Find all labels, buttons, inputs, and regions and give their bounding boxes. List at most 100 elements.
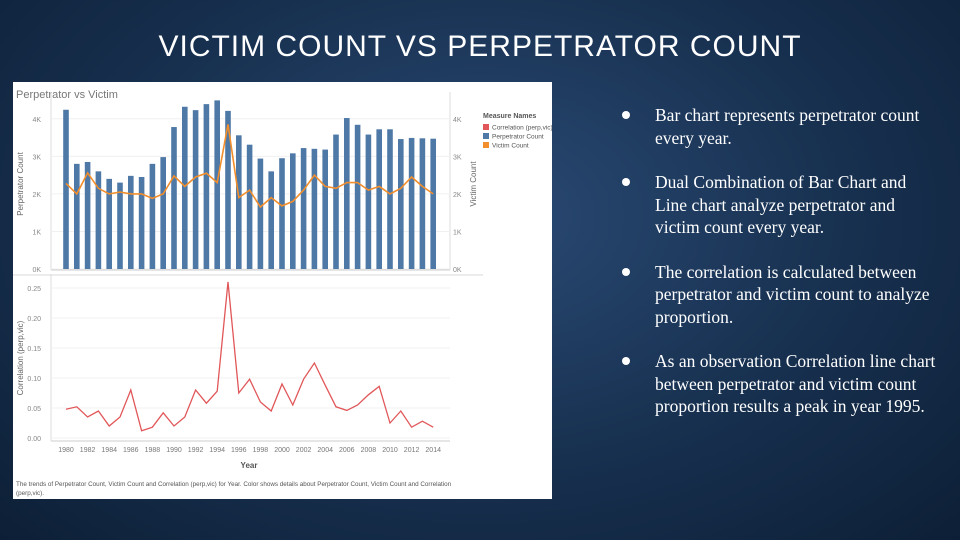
perpetrator-bar [128, 175, 134, 269]
x-tick-label: 1986 [123, 447, 139, 454]
perpetrator-bar [84, 161, 91, 269]
perpetrator-bar [63, 109, 69, 270]
bullet-text: The correlation is calculated between pe… [655, 261, 930, 327]
top-y-tick-label: 3K [32, 154, 41, 161]
legend-swatch [483, 142, 489, 148]
bullet-item: Bar chart represents perpetrator count e… [622, 104, 942, 149]
perpetrator-bar [419, 138, 426, 269]
chart-caption: The trends of Perpetrator Count, Victim … [16, 481, 452, 497]
x-tick-label: 1998 [253, 447, 269, 454]
perpetrator-bar [376, 129, 382, 269]
chart-panel: Perpetrator vs Victim 0K 0K 1K 1K 2K 2K 3K 3K 4K 4… [13, 82, 552, 499]
perpetrator-bar [74, 163, 80, 269]
perpetrator-bar [322, 149, 328, 269]
top-y2-tick-label: 2K [453, 192, 462, 199]
x-tick-label: 2012 [404, 447, 420, 454]
perpetrator-bar [408, 137, 415, 269]
perpetrator-bar [311, 148, 318, 269]
bullet-dot-icon [622, 267, 630, 276]
legend-item-label: Correlation (perp,vic) [492, 125, 552, 132]
bottom-y-tick-label: 0.00 [27, 436, 41, 443]
perpetrator-bar [354, 124, 361, 269]
perpetrator-bar [365, 134, 372, 269]
bullet-dot-icon [622, 357, 630, 365]
perpetrator-bar [398, 139, 404, 269]
bottom-y-tick-label: 0.20 [27, 316, 41, 323]
bullet-list: Bar chart represents perpetrator count e… [622, 104, 942, 440]
perpetrator-bar [138, 176, 145, 269]
x-tick-label: 1982 [80, 447, 96, 454]
x-tick-label: 1984 [101, 447, 117, 454]
perpetrator-bar [290, 153, 296, 269]
x-tick-label: 2000 [274, 447, 290, 454]
bottom-y-tick-label: 0.15 [27, 346, 41, 353]
perpetrator-bar [246, 144, 253, 269]
x-tick-label: 1996 [231, 447, 247, 454]
perpetrator-bar [225, 110, 231, 269]
perpetrator-bar [268, 171, 274, 269]
top-y2-tick-label: 3K [453, 154, 462, 161]
x-tick-label: 1992 [188, 447, 204, 454]
legend-swatch [483, 124, 489, 130]
x-tick-label: 1988 [145, 447, 161, 454]
dual-chart: Perpetrator vs Victim 0K 0K 1K 1K 2K 2K 3K 3K 4K 4… [13, 89, 552, 497]
top-y2-tick-label: 4K [453, 117, 462, 124]
slide-title: Victim Count vs Perpetrator Count [158, 30, 802, 63]
x-tick-label: 2004 [317, 447, 333, 454]
perpetrator-bar [279, 158, 285, 269]
legend-item-label: Victim Count [492, 143, 529, 150]
top-y2-tick-label: 0K [453, 267, 462, 274]
legend-title: Measure Names [483, 113, 536, 120]
perpetrator-bar [192, 110, 199, 269]
bullet-text: Bar chart represents perpetrator count e… [655, 105, 920, 148]
bullet-item: As an observation Correlation line chart… [622, 350, 942, 418]
perpetrator-bar [333, 134, 339, 269]
x-tick-label: 1990 [166, 447, 182, 454]
bullet-item: Dual Combination of Bar Chart and Line c… [622, 171, 942, 239]
legend-item-label: Perpetrator Count [492, 134, 544, 141]
perpetrator-bar [236, 135, 242, 269]
perpetrator-bar [117, 182, 123, 269]
x-tick-label: 2014 [425, 447, 441, 454]
top-y-tick-label: 1K [32, 229, 41, 236]
perpetrator-bar [171, 127, 177, 269]
perpetrator-bar [160, 157, 166, 269]
bullet-dot-icon [622, 111, 630, 119]
perpetrator-bar [300, 148, 307, 269]
bottom-y-tick-label: 0.25 [27, 286, 41, 293]
bullet-text: As an observation Correlation line chart… [655, 351, 936, 416]
chart-title: Perpetrator vs Victim [16, 89, 118, 101]
perpetrator-bar [344, 118, 350, 269]
bullet-item: The correlation is calculated between pe… [622, 261, 942, 329]
perpetrator-bar [387, 129, 393, 269]
bullet-text: Dual Combination of Bar Chart and Line c… [655, 172, 907, 237]
perpetrator-bar [257, 158, 264, 269]
top-y-axis-title: Perpetrator Count [16, 151, 25, 215]
top-y2-tick-label: 1K [453, 229, 462, 236]
perpetrator-bar [95, 171, 102, 269]
top-y-tick-label: 0K [32, 267, 41, 274]
bottom-y-tick-label: 0.10 [27, 376, 41, 383]
bullet-dot-icon [622, 178, 630, 186]
perpetrator-bar [182, 106, 188, 269]
legend-swatch [483, 133, 489, 139]
x-tick-label: 1994 [209, 447, 225, 454]
perpetrator-bar [203, 104, 210, 270]
x-tick-label: 1980 [58, 447, 74, 454]
top-y2-axis-title: Victim Count [469, 161, 478, 207]
x-tick-label: 2002 [296, 447, 312, 454]
x-tick-label: 2006 [339, 447, 355, 454]
x-tick-label: 2010 [382, 447, 398, 454]
perpetrator-bar [106, 178, 112, 269]
x-axis-title: Year [241, 461, 258, 470]
perpetrator-bar [214, 100, 220, 270]
victim-count-line [65, 124, 434, 209]
bottom-y-tick-label: 0.05 [27, 406, 41, 413]
bottom-y-axis-title: Correlation (perp,vic) [16, 320, 25, 395]
x-tick-label: 2008 [361, 447, 377, 454]
perpetrator-bar [149, 163, 156, 269]
correlation-line [65, 281, 434, 432]
perpetrator-bar [430, 138, 436, 269]
top-y-tick-label: 2K [32, 192, 41, 199]
top-y-tick-label: 4K [32, 117, 41, 124]
